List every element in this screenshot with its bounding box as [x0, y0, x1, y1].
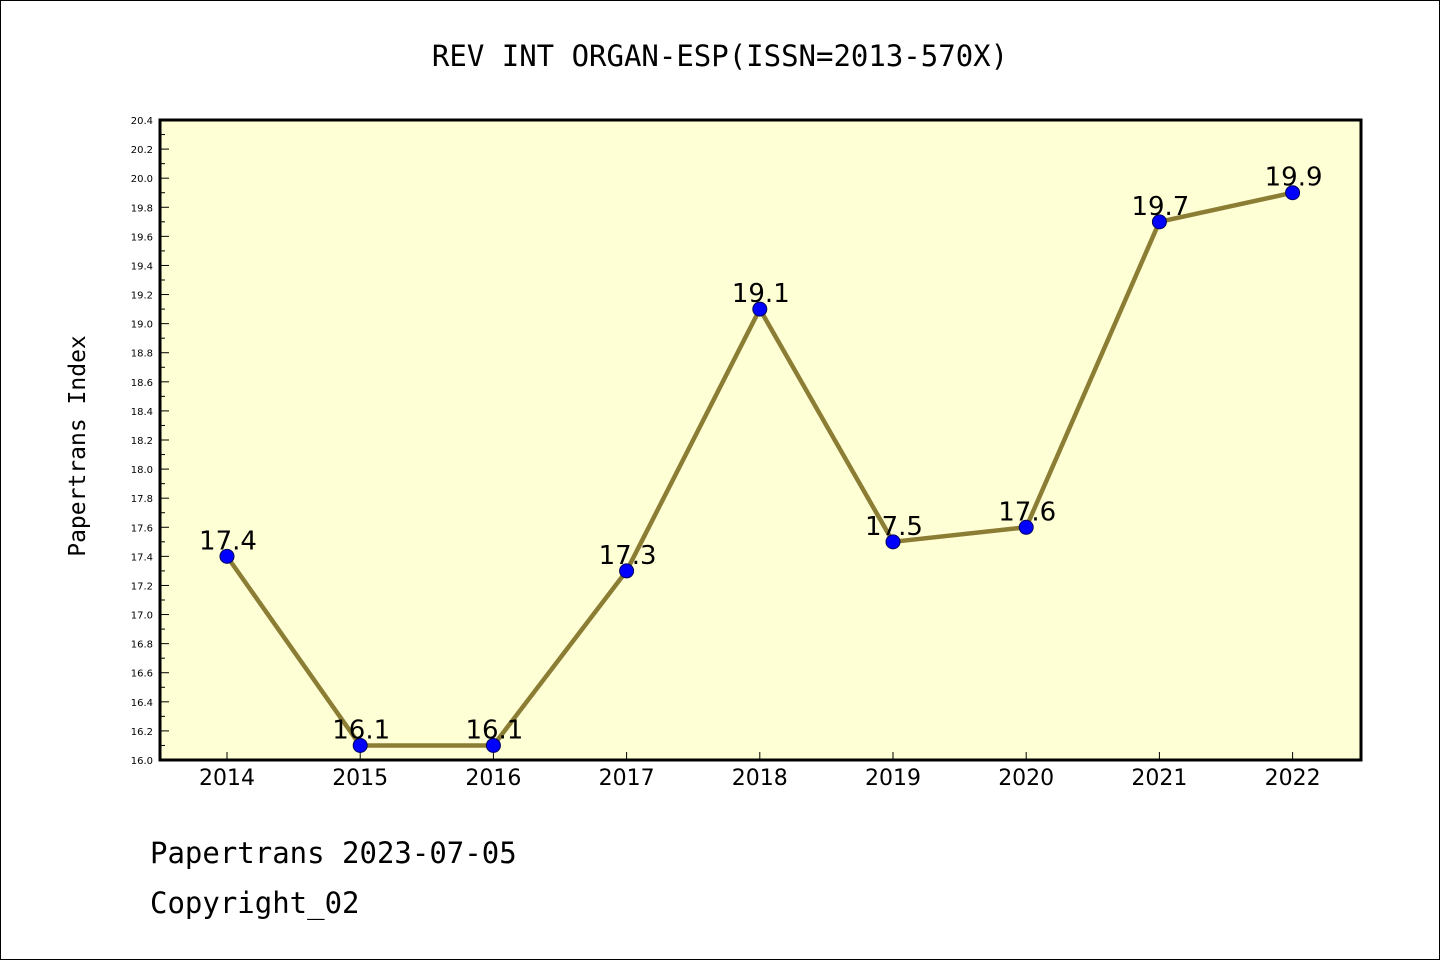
data-label: 17.4 [199, 526, 257, 556]
data-label: 17.5 [865, 512, 923, 542]
data-point [752, 301, 768, 317]
x-tick-label: 2018 [732, 766, 788, 791]
y-tick-label: 16.6 [131, 669, 153, 680]
y-tick-label: 16.2 [131, 727, 153, 738]
y-tick-label: 18.4 [131, 407, 153, 418]
data-point [485, 737, 501, 753]
y-tick-label: 18.2 [131, 436, 153, 447]
y-tick-label: 19.8 [131, 203, 153, 214]
y-tick-label: 18.6 [131, 378, 153, 389]
y-tick-label: 16.0 [131, 756, 153, 767]
y-tick-label: 16.4 [131, 698, 153, 709]
data-point [352, 737, 368, 753]
x-tick-label: 2021 [1131, 766, 1187, 791]
y-tick-label: 20.0 [131, 174, 153, 185]
y-tick-label: 17.2 [131, 581, 153, 592]
data-label: 19.9 [1265, 163, 1323, 193]
x-tick-label: 2017 [599, 766, 655, 791]
data-label: 19.1 [732, 279, 790, 309]
y-tick-label: 17.0 [131, 611, 153, 622]
x-tick-label: 2020 [998, 766, 1054, 791]
data-point [619, 563, 635, 579]
y-tick-label: 17.6 [131, 523, 153, 534]
y-tick-label: 18.0 [131, 465, 153, 476]
y-tick-label: 19.0 [131, 320, 153, 331]
x-tick-label: 2014 [199, 766, 255, 791]
chart-title: REV INT ORGAN-ESP(ISSN=2013-570X) [432, 39, 1008, 73]
data-point [885, 534, 901, 550]
plot-border [158, 118, 1363, 762]
x-tick-label: 2015 [332, 766, 388, 791]
data-label: 16.1 [332, 715, 390, 745]
x-tick-label: 2019 [865, 766, 921, 791]
y-tick-label: 19.2 [131, 291, 153, 302]
footer-copyright-text: Copyright_02 [150, 886, 360, 920]
y-axis-label: Papertrans Index [65, 335, 91, 557]
footer-date-text: Papertrans 2023-07-05 [150, 836, 517, 870]
y-tick-label: 19.6 [131, 232, 153, 243]
y-tick-label: 20.2 [131, 145, 153, 156]
x-tick-label: 2016 [465, 766, 521, 791]
y-tick-label: 16.8 [131, 640, 153, 651]
x-tick-label: 2022 [1265, 766, 1321, 791]
y-tick-label: 17.8 [131, 494, 153, 505]
y-tick-label: 17.4 [131, 552, 153, 563]
data-label: 17.6 [998, 497, 1056, 527]
y-tick-label: 19.4 [131, 261, 153, 272]
data-point [1151, 214, 1167, 230]
data-point [1018, 519, 1034, 535]
data-point [219, 548, 235, 564]
y-tick-label: 18.8 [131, 349, 153, 360]
data-point [1285, 185, 1301, 201]
data-label: 19.7 [1131, 192, 1189, 222]
plot-area: 16.0 16.2 16.4 16.6 16.8 17.0 17.2 17.4 17.6 17.8… [131, 116, 1363, 791]
data-label: 16.1 [465, 715, 523, 745]
y-tick-label: 20.4 [131, 116, 153, 127]
data-label: 17.3 [599, 541, 657, 571]
